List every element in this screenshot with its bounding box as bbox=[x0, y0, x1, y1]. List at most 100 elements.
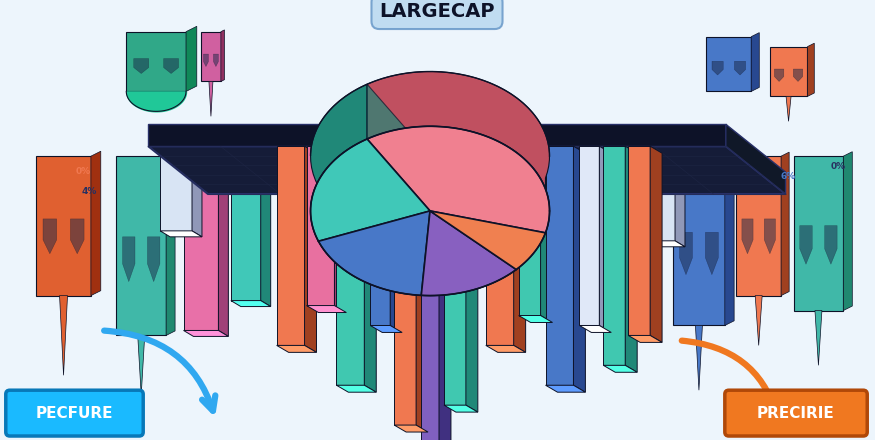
Text: 4%: 4% bbox=[81, 187, 97, 195]
Polygon shape bbox=[367, 72, 550, 233]
Polygon shape bbox=[367, 126, 550, 233]
Polygon shape bbox=[70, 219, 84, 254]
Polygon shape bbox=[649, 151, 659, 286]
Polygon shape bbox=[421, 156, 430, 295]
Polygon shape bbox=[148, 124, 726, 146]
Polygon shape bbox=[204, 54, 208, 66]
Polygon shape bbox=[599, 146, 612, 333]
Polygon shape bbox=[430, 211, 545, 270]
Polygon shape bbox=[486, 345, 526, 352]
Polygon shape bbox=[261, 151, 270, 307]
Polygon shape bbox=[214, 54, 219, 66]
Polygon shape bbox=[643, 241, 685, 247]
FancyBboxPatch shape bbox=[6, 390, 144, 436]
Polygon shape bbox=[318, 211, 430, 295]
Polygon shape bbox=[486, 146, 514, 345]
Polygon shape bbox=[514, 146, 526, 352]
Polygon shape bbox=[36, 156, 91, 296]
Polygon shape bbox=[770, 47, 808, 96]
Polygon shape bbox=[712, 61, 724, 75]
Polygon shape bbox=[304, 146, 317, 352]
Polygon shape bbox=[126, 32, 186, 92]
Polygon shape bbox=[650, 146, 662, 342]
Polygon shape bbox=[439, 146, 451, 440]
Polygon shape bbox=[421, 211, 516, 296]
Polygon shape bbox=[91, 151, 101, 296]
Polygon shape bbox=[573, 146, 585, 392]
Polygon shape bbox=[734, 61, 746, 75]
Polygon shape bbox=[166, 152, 175, 335]
Polygon shape bbox=[192, 151, 202, 237]
Polygon shape bbox=[184, 330, 228, 337]
Text: LARGECAP: LARGECAP bbox=[379, 2, 494, 21]
Polygon shape bbox=[808, 43, 815, 96]
Polygon shape bbox=[123, 237, 135, 282]
Polygon shape bbox=[148, 237, 160, 282]
Polygon shape bbox=[643, 151, 675, 241]
Polygon shape bbox=[334, 146, 346, 312]
Polygon shape bbox=[755, 296, 762, 345]
Polygon shape bbox=[370, 326, 402, 333]
Polygon shape bbox=[620, 151, 649, 281]
Polygon shape bbox=[364, 146, 376, 392]
Polygon shape bbox=[800, 226, 812, 264]
Polygon shape bbox=[336, 385, 376, 392]
Polygon shape bbox=[774, 69, 784, 81]
Polygon shape bbox=[545, 146, 573, 385]
Polygon shape bbox=[370, 146, 390, 326]
Polygon shape bbox=[519, 315, 552, 323]
Polygon shape bbox=[620, 281, 659, 286]
Polygon shape bbox=[367, 84, 430, 211]
Polygon shape bbox=[134, 59, 149, 73]
Polygon shape bbox=[430, 156, 516, 270]
Polygon shape bbox=[541, 146, 552, 323]
Polygon shape bbox=[160, 151, 192, 231]
Polygon shape bbox=[794, 156, 844, 311]
Polygon shape bbox=[394, 425, 428, 432]
Polygon shape bbox=[160, 231, 202, 237]
Polygon shape bbox=[311, 84, 367, 241]
Polygon shape bbox=[675, 151, 685, 247]
Polygon shape bbox=[306, 305, 347, 312]
Polygon shape bbox=[184, 151, 219, 330]
Polygon shape bbox=[318, 187, 421, 295]
Polygon shape bbox=[604, 146, 626, 365]
Polygon shape bbox=[786, 96, 791, 121]
Polygon shape bbox=[43, 219, 57, 254]
Polygon shape bbox=[416, 146, 428, 432]
Polygon shape bbox=[673, 156, 724, 326]
Polygon shape bbox=[628, 335, 662, 342]
Polygon shape bbox=[764, 219, 775, 254]
Polygon shape bbox=[519, 146, 541, 315]
Polygon shape bbox=[579, 326, 612, 333]
Polygon shape bbox=[844, 152, 852, 311]
Polygon shape bbox=[276, 345, 317, 352]
Polygon shape bbox=[394, 146, 416, 425]
Polygon shape bbox=[336, 146, 364, 385]
Polygon shape bbox=[466, 146, 478, 412]
Polygon shape bbox=[219, 151, 228, 337]
Polygon shape bbox=[306, 146, 334, 305]
Text: 0%: 0% bbox=[76, 167, 91, 176]
Text: 0%: 0% bbox=[830, 161, 846, 171]
Polygon shape bbox=[276, 146, 304, 345]
Polygon shape bbox=[815, 311, 822, 365]
Polygon shape bbox=[742, 219, 753, 254]
Polygon shape bbox=[116, 156, 166, 335]
Polygon shape bbox=[148, 146, 786, 194]
Polygon shape bbox=[726, 124, 786, 194]
Polygon shape bbox=[781, 152, 789, 296]
Polygon shape bbox=[545, 385, 585, 392]
Polygon shape bbox=[209, 81, 213, 116]
Polygon shape bbox=[628, 146, 650, 335]
Polygon shape bbox=[231, 301, 270, 307]
Polygon shape bbox=[736, 156, 781, 296]
FancyBboxPatch shape bbox=[724, 390, 867, 436]
Polygon shape bbox=[705, 232, 718, 275]
Text: PRECIRIE: PRECIRIE bbox=[757, 406, 835, 421]
Polygon shape bbox=[421, 146, 439, 440]
Polygon shape bbox=[201, 32, 220, 81]
Polygon shape bbox=[318, 156, 430, 241]
Polygon shape bbox=[444, 405, 478, 412]
Polygon shape bbox=[390, 146, 402, 333]
